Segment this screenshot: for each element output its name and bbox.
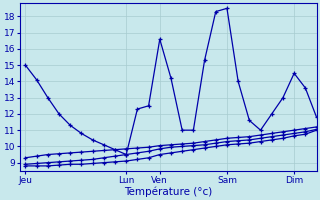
- X-axis label: Température (°c): Température (°c): [124, 186, 212, 197]
